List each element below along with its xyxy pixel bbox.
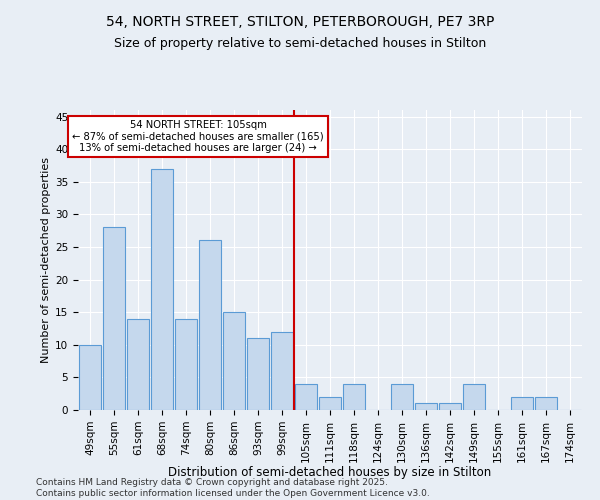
- X-axis label: Distribution of semi-detached houses by size in Stilton: Distribution of semi-detached houses by …: [169, 466, 491, 479]
- Text: 54, NORTH STREET, STILTON, PETERBOROUGH, PE7 3RP: 54, NORTH STREET, STILTON, PETERBOROUGH,…: [106, 15, 494, 29]
- Bar: [151, 168, 173, 410]
- Bar: [127, 318, 149, 410]
- Bar: [439, 404, 461, 410]
- Bar: [463, 384, 485, 410]
- Bar: [199, 240, 221, 410]
- Bar: [295, 384, 317, 410]
- Bar: [511, 397, 533, 410]
- Bar: [535, 397, 557, 410]
- Bar: [103, 228, 125, 410]
- Bar: [79, 345, 101, 410]
- Bar: [343, 384, 365, 410]
- Text: 54 NORTH STREET: 105sqm
← 87% of semi-detached houses are smaller (165)
13% of s: 54 NORTH STREET: 105sqm ← 87% of semi-de…: [72, 120, 324, 153]
- Bar: [415, 404, 437, 410]
- Y-axis label: Number of semi-detached properties: Number of semi-detached properties: [41, 157, 51, 363]
- Bar: [319, 397, 341, 410]
- Bar: [247, 338, 269, 410]
- Bar: [391, 384, 413, 410]
- Text: Size of property relative to semi-detached houses in Stilton: Size of property relative to semi-detach…: [114, 38, 486, 51]
- Bar: [271, 332, 293, 410]
- Text: Contains HM Land Registry data © Crown copyright and database right 2025.
Contai: Contains HM Land Registry data © Crown c…: [36, 478, 430, 498]
- Bar: [175, 318, 197, 410]
- Bar: [223, 312, 245, 410]
